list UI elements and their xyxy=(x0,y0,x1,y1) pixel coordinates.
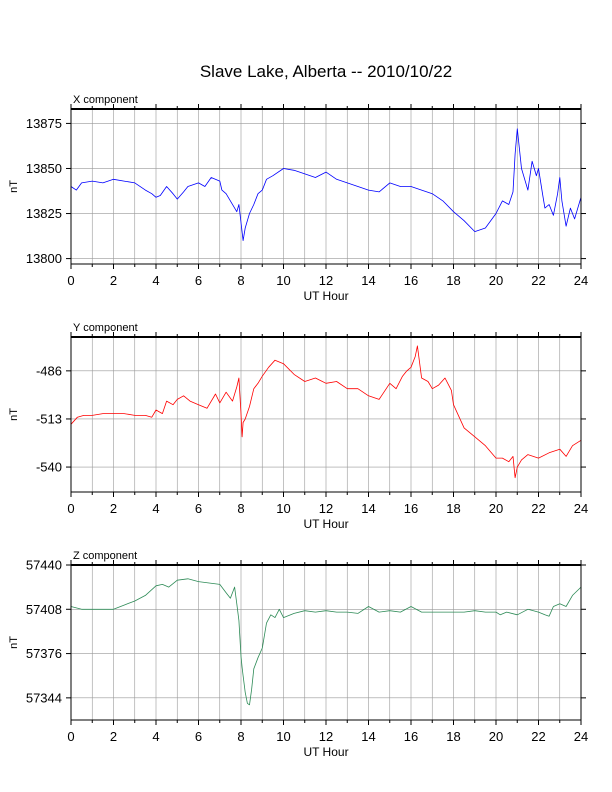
x-tick-label: 6 xyxy=(195,273,202,288)
figure-title: Slave Lake, Alberta -- 2010/10/22 xyxy=(200,62,452,81)
x-tick-label: 8 xyxy=(237,273,244,288)
x-tick-label: 18 xyxy=(446,501,460,516)
x-tick-label: 20 xyxy=(489,501,503,516)
x-tick-label: 24 xyxy=(574,501,588,516)
series-line xyxy=(70,345,582,479)
x-tick-label: 2 xyxy=(110,729,117,744)
x-tick-label: 8 xyxy=(237,501,244,516)
y-tick-label: 13825 xyxy=(26,206,62,221)
x-tick-label: 8 xyxy=(237,729,244,744)
x-tick-label: 22 xyxy=(531,501,545,516)
x-tick-label: 14 xyxy=(361,729,375,744)
series-line xyxy=(70,128,582,242)
x-axis-label: UT Hour xyxy=(303,745,348,759)
x-tick-label: 4 xyxy=(152,501,159,516)
y-tick-label: -486 xyxy=(36,363,62,378)
panel-label: X component xyxy=(73,94,138,106)
x-tick-label: 6 xyxy=(195,501,202,516)
panel-label: Z component xyxy=(73,550,137,562)
x-tick-label: 16 xyxy=(404,729,418,744)
x-tick-label: 12 xyxy=(319,729,333,744)
x-tick-label: 18 xyxy=(446,273,460,288)
y-tick-label: -513 xyxy=(36,411,62,426)
x-tick-label: 4 xyxy=(152,729,159,744)
x-tick-label: 22 xyxy=(531,729,545,744)
panel-label: Y component xyxy=(73,322,138,334)
x-tick-label: 10 xyxy=(276,273,290,288)
x-tick-label: 20 xyxy=(489,729,503,744)
x-tick-label: 20 xyxy=(489,273,503,288)
x-tick-label: 0 xyxy=(67,729,74,744)
x-tick-label: 18 xyxy=(446,729,460,744)
x-tick-label: 14 xyxy=(361,273,375,288)
x-tick-label: 12 xyxy=(319,501,333,516)
y-tick-label: 57440 xyxy=(26,558,62,573)
y-tick-label: -540 xyxy=(36,460,62,475)
x-tick-label: 16 xyxy=(404,501,418,516)
y-tick-label: 57344 xyxy=(26,690,62,705)
y-tick-label: 13875 xyxy=(26,116,62,131)
x-tick-label: 2 xyxy=(110,273,117,288)
y-tick-label: 57376 xyxy=(26,646,62,661)
x-tick-label: 24 xyxy=(574,273,588,288)
series-line xyxy=(70,578,582,706)
y-axis-label: nT xyxy=(8,636,20,649)
x-tick-label: 4 xyxy=(152,273,159,288)
x-axis-label: UT Hour xyxy=(303,289,348,303)
x-tick-label: 0 xyxy=(67,501,74,516)
x-tick-label: 10 xyxy=(276,501,290,516)
x-tick-label: 2 xyxy=(110,501,117,516)
x-tick-label: 24 xyxy=(574,729,588,744)
x-tick-label: 0 xyxy=(67,273,74,288)
x-tick-label: 10 xyxy=(276,729,290,744)
y-tick-label: 57408 xyxy=(26,602,62,617)
x-tick-label: 12 xyxy=(319,273,333,288)
y-tick-label: 13800 xyxy=(26,251,62,266)
x-tick-label: 6 xyxy=(195,729,202,744)
x-tick-label: 16 xyxy=(404,273,418,288)
x-tick-label: 14 xyxy=(361,501,375,516)
y-axis-label: nT xyxy=(8,180,20,193)
y-axis-label: nT xyxy=(8,408,20,421)
y-tick-label: 13850 xyxy=(26,161,62,176)
x-axis-label: UT Hour xyxy=(303,517,348,531)
x-tick-label: 22 xyxy=(531,273,545,288)
